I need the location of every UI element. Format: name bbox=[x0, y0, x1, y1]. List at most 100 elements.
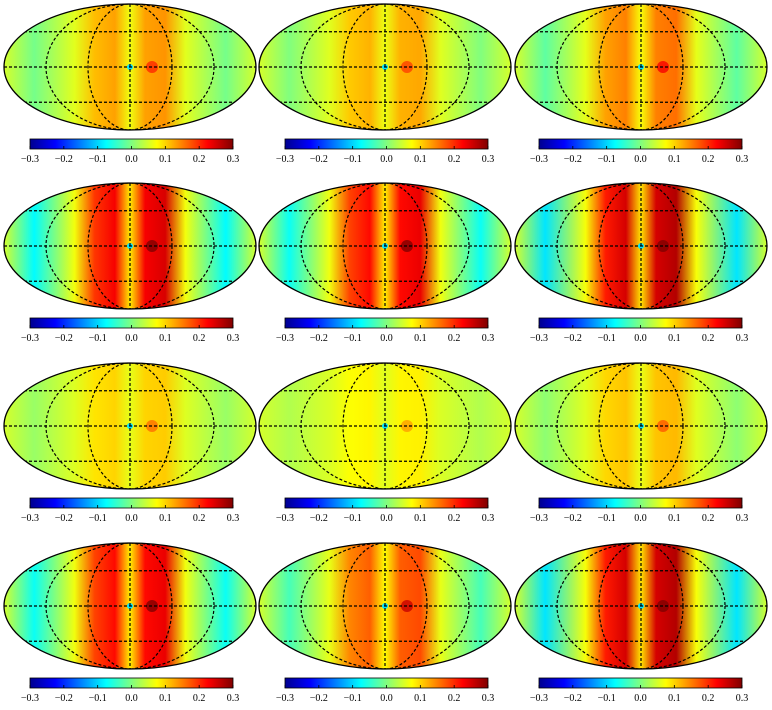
colorbar-tick-label: −0.3 bbox=[21, 513, 39, 524]
sky-map bbox=[515, 4, 767, 130]
colorbar-tick-label: −0.2 bbox=[564, 693, 582, 704]
colorbar-tick-label: −0.1 bbox=[344, 154, 362, 165]
meridian bbox=[300, 4, 470, 130]
colorbar-tick-label: −0.1 bbox=[89, 154, 107, 165]
colorbar-tick-label: 0.2 bbox=[448, 333, 461, 344]
meridian bbox=[45, 543, 215, 669]
colorbar-tick-label: 0.0 bbox=[634, 154, 647, 165]
meridian bbox=[556, 363, 726, 489]
colorbar-tick-label: −0.1 bbox=[344, 513, 362, 524]
colorbar-tick-label: −0.3 bbox=[530, 333, 548, 344]
sky-map bbox=[515, 363, 767, 489]
map-outline bbox=[258, 3, 512, 131]
colorbar-tick-label: 0.1 bbox=[159, 693, 172, 704]
colorbar-tick-label: −0.2 bbox=[310, 333, 328, 344]
colorbar-tick-label: −0.2 bbox=[310, 154, 328, 165]
colorbar-tick-label: −0.2 bbox=[310, 513, 328, 524]
colorbar-tick-label: 0.0 bbox=[634, 693, 647, 704]
colorbar-tick-label: 0.1 bbox=[668, 513, 681, 524]
meridian bbox=[342, 363, 428, 489]
sky-map bbox=[259, 543, 511, 669]
sky-map bbox=[259, 363, 511, 489]
colorbar-tick-label: 0.1 bbox=[159, 154, 172, 165]
map-outline bbox=[258, 542, 512, 670]
colorbar-tick-label: −0.2 bbox=[564, 513, 582, 524]
colorbar-tick-label: −0.2 bbox=[55, 333, 73, 344]
map-outline bbox=[514, 3, 768, 131]
colorbar-tick-label: 0.3 bbox=[227, 693, 240, 704]
colorbar-tick-label: −0.3 bbox=[21, 693, 39, 704]
colorbar-tick-label: −0.3 bbox=[276, 513, 294, 524]
colorbar-tick-label: 0.0 bbox=[125, 154, 138, 165]
colorbar-tick-label: −0.3 bbox=[530, 154, 548, 165]
colorbar-tick-label: −0.1 bbox=[89, 513, 107, 524]
meridian bbox=[45, 4, 215, 130]
meridian bbox=[598, 543, 684, 669]
colorbar-tick-label: 0.0 bbox=[125, 693, 138, 704]
map-outline bbox=[514, 542, 768, 670]
colorbar-tick-label: 0.2 bbox=[702, 154, 715, 165]
meridian bbox=[45, 183, 215, 309]
colorbar-tick-label: 0.0 bbox=[380, 693, 393, 704]
meridian bbox=[342, 543, 428, 669]
colorbar-tick-label: 0.2 bbox=[193, 154, 206, 165]
colorbar-tick-label: 0.3 bbox=[736, 154, 749, 165]
colorbar-tick-label: −0.3 bbox=[530, 693, 548, 704]
colorbar-tick-label: 0.2 bbox=[193, 333, 206, 344]
colorbar-tick-label: 0.1 bbox=[414, 333, 427, 344]
colorbar-tick-label: 0.1 bbox=[668, 693, 681, 704]
meridian bbox=[556, 4, 726, 130]
map-outline bbox=[3, 362, 257, 490]
colorbar-tick-label: −0.2 bbox=[564, 333, 582, 344]
meridian bbox=[87, 543, 173, 669]
colorbar-tick-label: −0.1 bbox=[344, 333, 362, 344]
colorbar-tick-label: 0.3 bbox=[736, 513, 749, 524]
meridian bbox=[300, 363, 470, 489]
colorbar-tick-label: −0.1 bbox=[598, 513, 616, 524]
colorbar-tick-label: 0.3 bbox=[736, 333, 749, 344]
colorbar-tick-label: 0.0 bbox=[380, 154, 393, 165]
colorbar-tick-label: −0.1 bbox=[344, 693, 362, 704]
map-outline bbox=[258, 182, 512, 310]
colorbar-tick-label: 0.3 bbox=[227, 333, 240, 344]
sky-map bbox=[4, 4, 256, 130]
meridian bbox=[45, 363, 215, 489]
colorbar-tick-label: −0.3 bbox=[530, 513, 548, 524]
sky-map bbox=[259, 4, 511, 130]
colorbar-tick-label: 0.0 bbox=[125, 333, 138, 344]
colorbar-tick-label: 0.1 bbox=[414, 154, 427, 165]
colorbar-tick-label: −0.2 bbox=[55, 693, 73, 704]
colorbar-tick-label: −0.3 bbox=[21, 154, 39, 165]
colorbar-tick-label: 0.2 bbox=[702, 333, 715, 344]
sky-map bbox=[259, 183, 511, 309]
meridian bbox=[598, 183, 684, 309]
meridian bbox=[598, 4, 684, 130]
colorbar-tick-label: 0.0 bbox=[125, 513, 138, 524]
sky-map bbox=[515, 543, 767, 669]
colorbar-tick-label: −0.1 bbox=[89, 693, 107, 704]
meridian bbox=[87, 183, 173, 309]
colorbar-tick-label: 0.2 bbox=[193, 693, 206, 704]
map-outline bbox=[258, 362, 512, 490]
colorbar-tick-label: 0.1 bbox=[414, 513, 427, 524]
colorbar-tick-label: −0.1 bbox=[598, 333, 616, 344]
sky-map bbox=[515, 183, 767, 309]
colorbar-tick-label: 0.1 bbox=[668, 154, 681, 165]
colorbar-tick-label: −0.2 bbox=[55, 513, 73, 524]
meridian bbox=[598, 363, 684, 489]
map-outline bbox=[514, 182, 768, 310]
meridian bbox=[342, 183, 428, 309]
colorbar-tick-label: 0.2 bbox=[702, 513, 715, 524]
colorbar-tick-label: 0.2 bbox=[193, 513, 206, 524]
colorbar-tick-label: 0.1 bbox=[414, 693, 427, 704]
map-outline bbox=[3, 542, 257, 670]
colorbar-tick-label: 0.2 bbox=[448, 154, 461, 165]
colorbar-tick-label: 0.1 bbox=[159, 513, 172, 524]
colorbar-tick-label: 0.3 bbox=[482, 693, 495, 704]
meridian bbox=[556, 183, 726, 309]
colorbar-tick-label: 0.2 bbox=[702, 693, 715, 704]
meridian bbox=[300, 183, 470, 309]
colorbar-tick-label: 0.3 bbox=[482, 513, 495, 524]
colorbar-tick-label: 0.3 bbox=[227, 513, 240, 524]
